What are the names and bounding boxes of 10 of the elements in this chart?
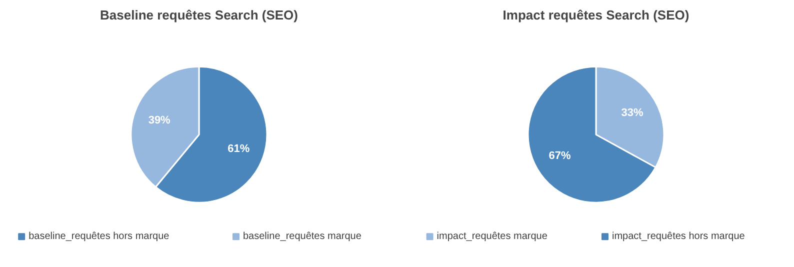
data-label: 33% [621, 107, 644, 120]
data-label: 67% [548, 150, 571, 162]
legend-label: impact_requêtes marque [436, 231, 548, 242]
chart-title: Impact requêtes Search (SEO) [502, 8, 690, 22]
data-label: 39% [148, 114, 171, 126]
chart-title: Baseline requêtes Search (SEO) [100, 8, 298, 22]
legend-label: impact_requêtes hors marque [612, 231, 746, 242]
data-label: 61% [228, 142, 250, 155]
legend-label: baseline_requêtes hors marque [28, 231, 170, 242]
legend-label: baseline_requêtes marque [243, 231, 362, 242]
